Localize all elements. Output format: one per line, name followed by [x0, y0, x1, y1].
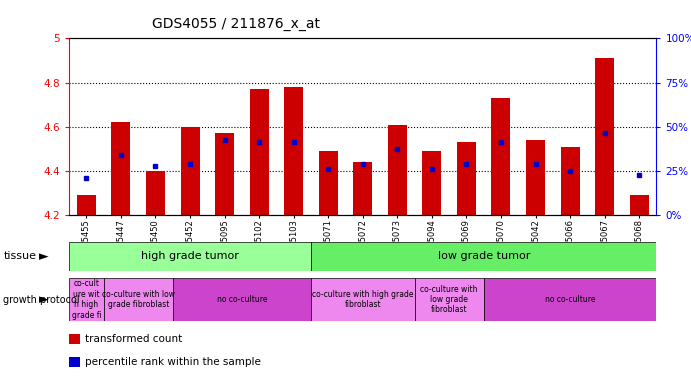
Bar	[173, 278, 311, 321]
Bar	[491, 98, 511, 215]
Text: ►: ►	[39, 250, 48, 263]
Bar	[353, 162, 372, 215]
Text: co-cult
ure wit
h high
grade fi: co-cult ure wit h high grade fi	[71, 280, 102, 319]
Bar	[69, 334, 79, 344]
Bar	[311, 278, 415, 321]
Bar	[69, 242, 311, 271]
Text: co-culture with
low grade
fibroblast: co-culture with low grade fibroblast	[420, 285, 478, 314]
Text: growth protocol: growth protocol	[3, 295, 80, 305]
Text: transformed count: transformed count	[85, 334, 182, 344]
Bar	[69, 278, 104, 321]
Bar	[77, 195, 96, 215]
Bar	[595, 58, 614, 215]
Bar	[249, 89, 269, 215]
Bar	[311, 242, 656, 271]
Text: high grade tumor: high grade tumor	[141, 251, 239, 262]
Bar	[484, 278, 656, 321]
Text: low grade tumor: low grade tumor	[437, 251, 530, 262]
Bar	[284, 87, 303, 215]
Text: percentile rank within the sample: percentile rank within the sample	[85, 358, 261, 367]
Text: ►: ►	[39, 293, 48, 306]
Bar	[415, 278, 484, 321]
Bar	[388, 124, 407, 215]
Text: tissue: tissue	[3, 251, 37, 262]
Bar	[180, 127, 200, 215]
Bar	[526, 140, 545, 215]
Bar	[319, 151, 338, 215]
Bar	[69, 357, 79, 367]
Bar	[422, 151, 442, 215]
Bar	[560, 147, 580, 215]
Text: no co-culture: no co-culture	[216, 295, 267, 304]
Text: no co-culture: no co-culture	[545, 295, 596, 304]
Bar	[111, 122, 131, 215]
Text: co-culture with high grade
fibroblast: co-culture with high grade fibroblast	[312, 290, 413, 309]
Bar	[146, 171, 165, 215]
Text: co-culture with low
grade fibroblast: co-culture with low grade fibroblast	[102, 290, 175, 309]
Bar	[457, 142, 476, 215]
Text: GDS4055 / 211876_x_at: GDS4055 / 211876_x_at	[152, 17, 320, 31]
Bar	[104, 278, 173, 321]
Bar	[630, 195, 649, 215]
Bar	[215, 133, 234, 215]
